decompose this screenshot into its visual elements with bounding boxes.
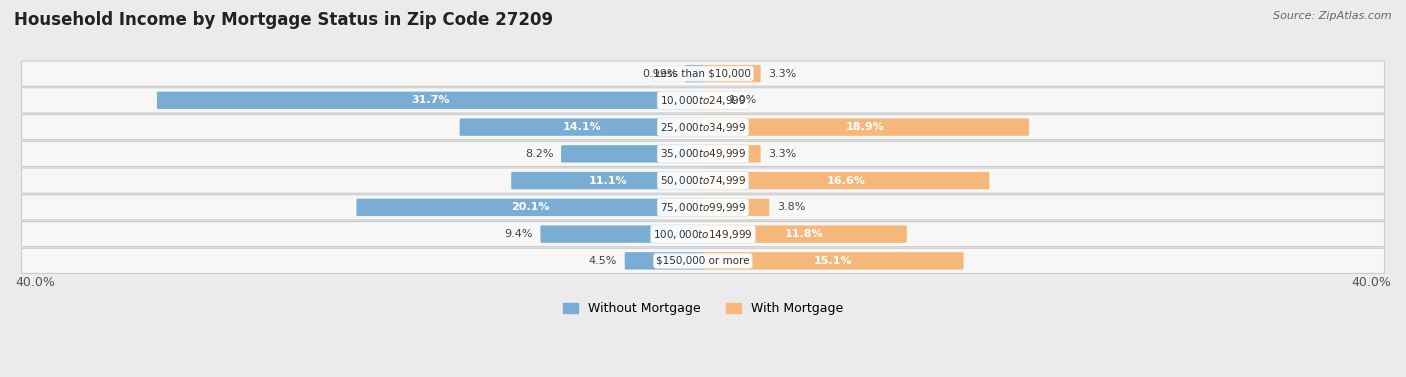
FancyBboxPatch shape [512,172,704,189]
FancyBboxPatch shape [702,118,1029,136]
Text: 8.2%: 8.2% [524,149,554,159]
FancyBboxPatch shape [21,195,1385,220]
FancyBboxPatch shape [702,172,990,189]
Text: 3.3%: 3.3% [768,149,797,159]
Text: 20.1%: 20.1% [510,202,550,212]
FancyBboxPatch shape [702,252,963,270]
FancyBboxPatch shape [685,65,704,82]
Text: 40.0%: 40.0% [15,276,55,288]
FancyBboxPatch shape [702,92,721,109]
FancyBboxPatch shape [21,61,1385,86]
FancyBboxPatch shape [624,252,704,270]
Text: $25,000 to $34,999: $25,000 to $34,999 [659,121,747,133]
Text: 18.9%: 18.9% [846,122,884,132]
FancyBboxPatch shape [21,248,1385,273]
FancyBboxPatch shape [356,199,704,216]
Text: 0.99%: 0.99% [643,69,678,79]
FancyBboxPatch shape [702,65,761,82]
FancyBboxPatch shape [702,199,769,216]
Text: 16.6%: 16.6% [827,176,865,185]
Text: 9.4%: 9.4% [505,229,533,239]
FancyBboxPatch shape [21,168,1385,193]
Text: $50,000 to $74,999: $50,000 to $74,999 [659,174,747,187]
FancyBboxPatch shape [460,118,704,136]
Text: $35,000 to $49,999: $35,000 to $49,999 [659,147,747,160]
FancyBboxPatch shape [157,92,704,109]
Text: 15.1%: 15.1% [814,256,852,266]
Text: 40.0%: 40.0% [1351,276,1391,288]
Text: $75,000 to $99,999: $75,000 to $99,999 [659,201,747,214]
Text: 11.8%: 11.8% [785,229,824,239]
FancyBboxPatch shape [21,141,1385,166]
Text: 3.8%: 3.8% [778,202,806,212]
Text: 11.1%: 11.1% [588,176,627,185]
FancyBboxPatch shape [21,115,1385,140]
Text: Household Income by Mortgage Status in Zip Code 27209: Household Income by Mortgage Status in Z… [14,11,553,29]
Text: 4.5%: 4.5% [589,256,617,266]
Legend: Without Mortgage, With Mortgage: Without Mortgage, With Mortgage [562,302,844,315]
Text: Less than $10,000: Less than $10,000 [655,69,751,79]
Text: $150,000 or more: $150,000 or more [657,256,749,266]
Text: $100,000 to $149,999: $100,000 to $149,999 [654,228,752,241]
Text: 3.3%: 3.3% [768,69,797,79]
FancyBboxPatch shape [702,145,761,162]
Text: $10,000 to $24,999: $10,000 to $24,999 [659,94,747,107]
Text: 1.0%: 1.0% [728,95,756,105]
FancyBboxPatch shape [21,222,1385,247]
FancyBboxPatch shape [561,145,704,162]
FancyBboxPatch shape [540,225,704,243]
FancyBboxPatch shape [21,88,1385,113]
Text: 14.1%: 14.1% [562,122,602,132]
Text: Source: ZipAtlas.com: Source: ZipAtlas.com [1274,11,1392,21]
FancyBboxPatch shape [702,225,907,243]
Text: 31.7%: 31.7% [411,95,450,105]
